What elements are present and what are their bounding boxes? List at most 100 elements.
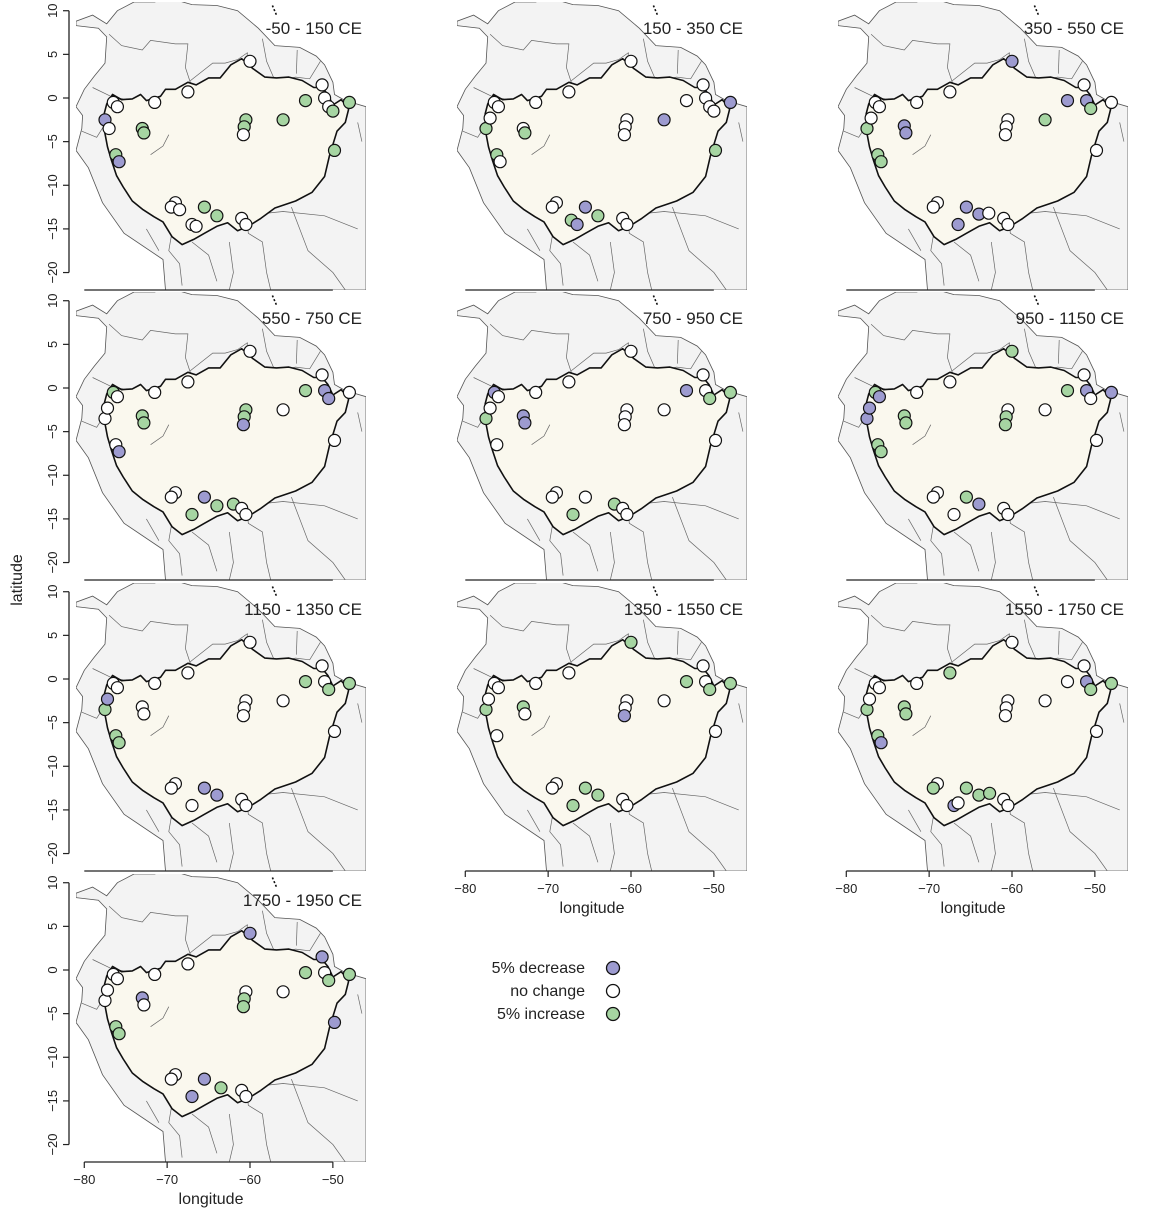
country-border xyxy=(189,52,248,82)
map-panel: 1350 - 1550 CE −80 −70 −60 −50 longitude xyxy=(454,583,747,917)
site-marker xyxy=(926,781,940,795)
country-border xyxy=(291,787,346,871)
country-border xyxy=(531,134,551,155)
site-marker xyxy=(723,95,737,110)
site-marker xyxy=(696,659,710,673)
site-marker xyxy=(185,507,199,522)
y-tick-label: 5 xyxy=(45,923,60,930)
country-border xyxy=(738,122,744,142)
x-axis-title: longitude xyxy=(179,1191,244,1208)
site-marker xyxy=(239,798,253,813)
site-marker xyxy=(998,418,1012,432)
site-marker xyxy=(322,973,336,988)
site-marker xyxy=(342,385,356,400)
country-border xyxy=(266,272,272,290)
basin-outline xyxy=(865,638,1112,827)
site-marker xyxy=(243,926,257,940)
map-panel: 1150 - 1350 CE 10 5 0 −5 −10 −15 −20 xyxy=(45,583,366,872)
y-tick-label: −15 xyxy=(45,1090,60,1112)
site-marker xyxy=(1038,403,1052,417)
country-border xyxy=(908,228,922,251)
site-marker xyxy=(529,676,543,691)
site-marker xyxy=(239,1089,253,1104)
country-border xyxy=(672,206,727,290)
site-marker xyxy=(483,111,497,125)
country-border xyxy=(291,496,346,580)
site-marker xyxy=(276,113,290,127)
country-border xyxy=(953,822,980,863)
site-marker xyxy=(298,965,313,980)
map-area xyxy=(76,874,366,1162)
country-border xyxy=(953,531,980,572)
site-marker xyxy=(657,694,671,708)
country-border xyxy=(266,1144,272,1162)
site-marker xyxy=(172,203,187,217)
site-marker xyxy=(926,200,940,214)
site-marker xyxy=(1104,385,1118,400)
site-marker xyxy=(181,957,195,971)
panel-title: 1350 - 1550 CE xyxy=(624,600,743,619)
site-marker xyxy=(899,416,913,430)
site-marker xyxy=(566,507,580,522)
map-panel: 550 - 750 CE 10 5 0 −5 −10 −15 −20 xyxy=(45,292,366,581)
legend-increase-marker xyxy=(605,1006,621,1022)
country-border xyxy=(572,822,599,863)
country-border xyxy=(146,809,160,832)
country-border xyxy=(189,633,248,663)
site-marker xyxy=(518,707,532,721)
site-marker xyxy=(562,375,576,389)
legend-decrease-marker xyxy=(605,960,621,976)
site-marker xyxy=(148,385,162,400)
country-border xyxy=(738,703,744,723)
country-border xyxy=(672,496,727,580)
basin-outline xyxy=(103,929,350,1118)
site-marker xyxy=(617,418,631,432)
x-tick-label: −60 xyxy=(620,881,642,896)
site-marker xyxy=(181,85,195,99)
site-marker xyxy=(236,418,250,432)
site-marker xyxy=(998,128,1012,142)
y-axis-title: latitude xyxy=(9,554,26,606)
site-marker xyxy=(110,972,125,986)
basin-outline xyxy=(865,57,1112,246)
site-marker xyxy=(983,786,997,800)
country-border xyxy=(1028,272,1034,290)
site-marker xyxy=(342,676,356,691)
site-marker xyxy=(491,390,506,404)
y-tick-label: −10 xyxy=(45,174,60,196)
x-tick-label: −60 xyxy=(239,1172,261,1187)
site-marker xyxy=(566,798,580,813)
country-border xyxy=(527,809,541,832)
site-marker xyxy=(210,788,224,802)
site-marker xyxy=(982,206,996,220)
x-tick-label: −60 xyxy=(1001,881,1023,896)
site-marker xyxy=(518,416,532,430)
x-axis-title: longitude xyxy=(560,900,625,917)
site-marker xyxy=(617,128,631,142)
site-marker xyxy=(100,692,115,706)
site-marker xyxy=(112,736,126,750)
country-border xyxy=(1028,562,1034,580)
map-area xyxy=(76,2,366,290)
site-marker xyxy=(185,798,199,813)
site-marker xyxy=(1060,383,1075,398)
country-border xyxy=(262,619,276,662)
country-border xyxy=(262,38,276,81)
island-mark xyxy=(1033,5,1040,16)
country-border xyxy=(1058,339,1060,364)
y-tick-label: −20 xyxy=(45,261,60,283)
site-marker xyxy=(1060,93,1075,108)
site-marker xyxy=(110,390,125,404)
site-marker xyxy=(490,729,504,743)
site-marker xyxy=(874,155,888,169)
island-mark xyxy=(271,295,278,306)
site-marker xyxy=(899,126,913,140)
country-border xyxy=(990,241,996,290)
site-marker xyxy=(236,1000,250,1014)
basin-outline xyxy=(484,57,731,246)
island-mark xyxy=(271,586,278,597)
map-area xyxy=(457,2,747,290)
site-marker xyxy=(110,100,125,114)
country-border xyxy=(572,531,599,572)
